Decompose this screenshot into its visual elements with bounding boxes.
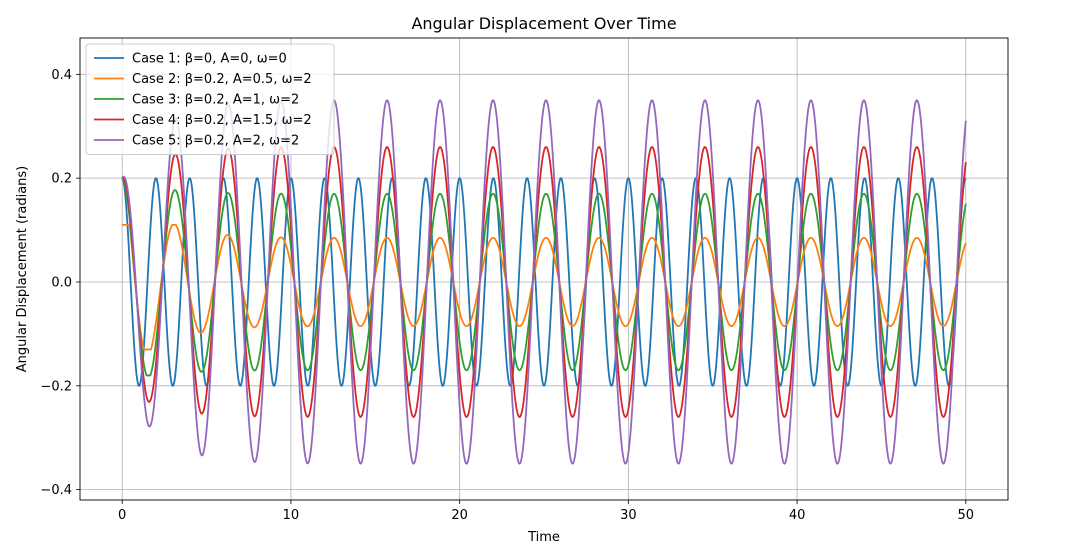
x-tick-label: 50 bbox=[958, 508, 975, 523]
legend-label: Case 2: β=0.2, A=0.5, ω=2 bbox=[132, 72, 312, 87]
series-line bbox=[121, 99, 967, 465]
series-lines bbox=[121, 99, 967, 465]
y-tick-label: 0.0 bbox=[51, 275, 72, 290]
legend-label: Case 5: β=0.2, A=2, ω=2 bbox=[132, 134, 299, 149]
legend-box bbox=[85, 43, 335, 155]
grid bbox=[80, 38, 1008, 500]
plot-frame bbox=[79, 37, 1009, 501]
y-tick-label: −0.4 bbox=[40, 483, 72, 498]
legend-label: Case 3: β=0.2, A=1, ω=2 bbox=[132, 93, 299, 108]
x-tick-label: 30 bbox=[620, 508, 637, 523]
legend: Case 1: β=0, A=0, ω=0 Case 2: β=0.2, A=0.… bbox=[85, 43, 335, 155]
y-tick-label: −0.2 bbox=[40, 379, 72, 394]
chart-title: Angular Displacement Over Time bbox=[411, 14, 676, 33]
y-axis-label: Angular Displacement (radians) bbox=[15, 166, 30, 372]
series-line bbox=[121, 177, 967, 387]
y-axis-ticks: −0.4 −0.2 0.0 0.2 0.4 bbox=[40, 68, 80, 498]
x-axis-label: Time bbox=[527, 530, 560, 545]
x-tick-label: 0 bbox=[118, 508, 126, 523]
legend-label: Case 4: β=0.2, A=1.5, ω=2 bbox=[132, 113, 312, 128]
x-tick-label: 20 bbox=[451, 508, 468, 523]
x-tick-label: 10 bbox=[283, 508, 300, 523]
legend-label: Case 1: β=0, A=0, ω=0 bbox=[132, 52, 287, 67]
y-tick-label: 0.2 bbox=[51, 172, 72, 187]
x-axis-ticks: 0 10 20 30 40 50 bbox=[118, 500, 974, 523]
y-tick-label: 0.4 bbox=[51, 68, 72, 83]
x-tick-label: 40 bbox=[789, 508, 806, 523]
